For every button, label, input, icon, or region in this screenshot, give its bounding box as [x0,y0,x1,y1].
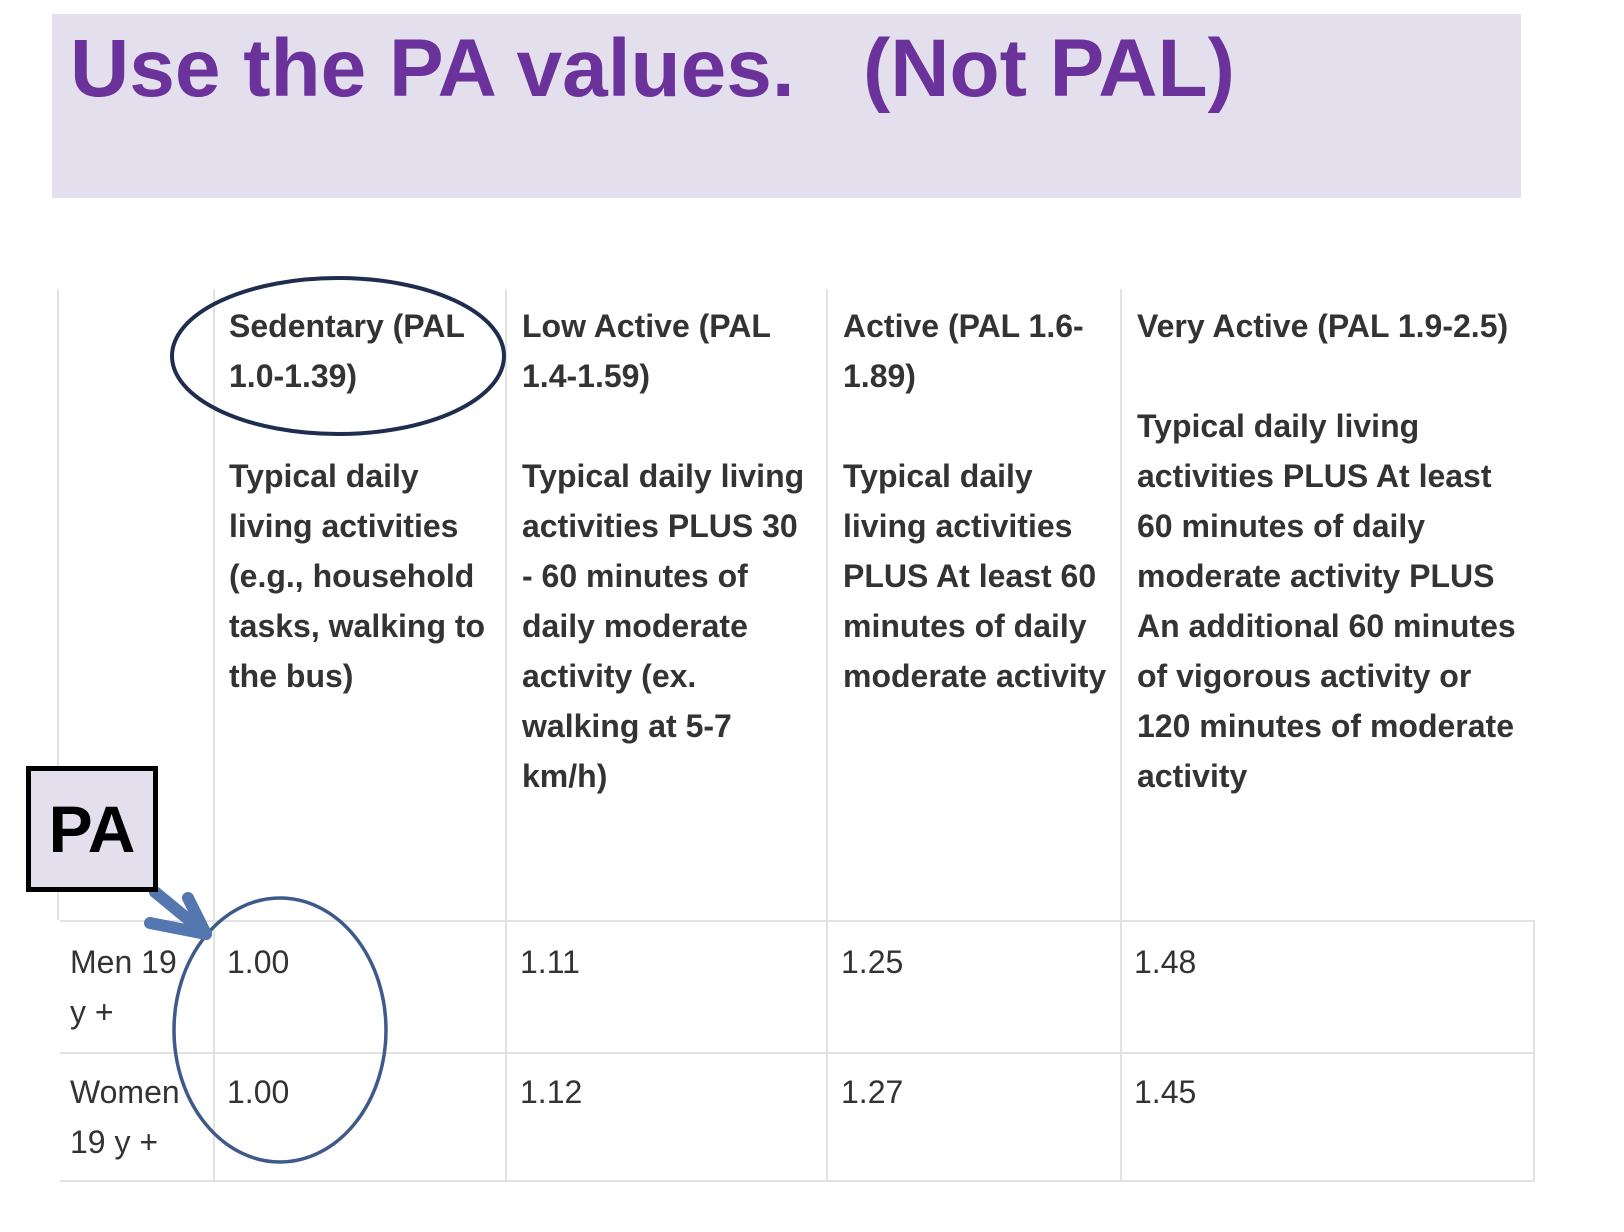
header-active: Active (PAL 1.6-1.89) Typical daily livi… [843,301,1108,701]
column-heading: Active (PAL 1.6-1.89) [843,308,1084,394]
arrow-icon [144,886,212,940]
pa-label-box: PA [26,766,158,892]
table-border-right [1533,920,1535,1182]
page-title: Use the PA values. (Not PAL) [70,23,1235,114]
column-divider [826,289,828,1180]
header-sedentary: Sedentary (PAL 1.0-1.39) Typical daily l… [229,301,499,701]
column-heading: Sedentary (PAL 1.0-1.39) [229,308,465,394]
header-bottom-line [60,920,1535,922]
cell-value: 1.27 [841,1074,904,1110]
row-label-women: Women 19 y + [70,1074,180,1160]
pa-label: PA [48,792,136,866]
title-banner [52,14,1521,198]
table-border-left [57,289,59,920]
cell-value: 1.12 [520,1074,583,1110]
cell-value: 1.48 [1134,944,1197,980]
cell-value: 1.11 [520,944,580,980]
column-description: Typical daily living activities PLUS At … [843,458,1107,694]
column-heading: Low Active (PAL 1.4-1.59) [522,308,771,394]
column-description: Typical daily living activities PLUS At … [1137,408,1516,794]
header-very-active: Very Active (PAL 1.9-2.5) Typical daily … [1137,301,1532,801]
table-bottom-line [60,1180,1535,1182]
row-divider [60,1052,1535,1054]
column-divider [213,289,215,1180]
header-low-active: Low Active (PAL 1.4-1.59) Typical daily … [522,301,817,801]
column-divider [505,289,507,1180]
cell-value: 1.45 [1134,1074,1197,1110]
cell-value: 1.00 [227,944,290,980]
cell-value: 1.00 [227,1074,290,1110]
cell-value: 1.25 [841,944,904,980]
column-divider [1120,289,1122,1180]
column-description: Typical daily living activities (e.g., h… [229,458,486,694]
row-label-men: Men 19 y + [70,944,177,1030]
column-description: Typical daily living activities PLUS 30 … [522,458,805,794]
column-heading: Very Active (PAL 1.9-2.5) [1137,308,1509,344]
